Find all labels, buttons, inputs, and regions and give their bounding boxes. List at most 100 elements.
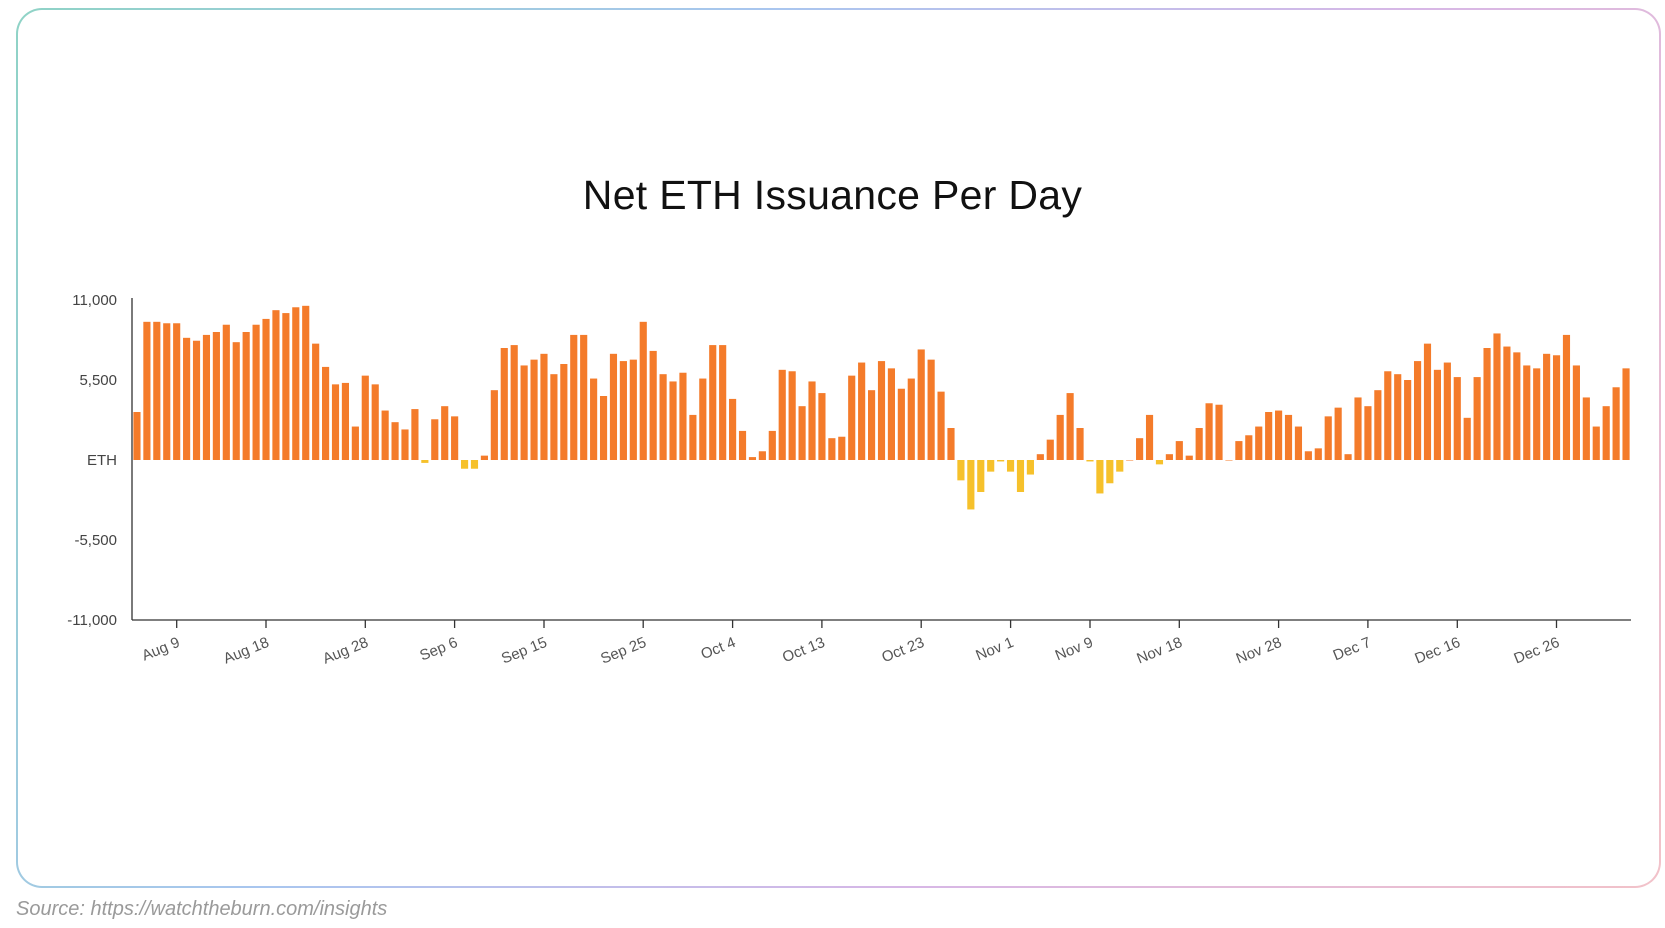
bar: [302, 305, 310, 460]
bar: [222, 324, 230, 460]
bar: [312, 343, 320, 460]
bar: [947, 428, 955, 460]
bar: [957, 460, 965, 481]
bar: [877, 361, 886, 460]
x-tick-label: Aug 18: [221, 634, 271, 668]
bar: [609, 353, 618, 460]
bar: [997, 460, 1005, 462]
bar: [1483, 348, 1491, 460]
x-tick-label: Sep 15: [499, 634, 549, 668]
y-tick-label: ETH: [87, 452, 117, 469]
bar: [153, 321, 161, 460]
bar: [560, 364, 568, 460]
bar: [1036, 454, 1044, 460]
bar: [570, 334, 578, 460]
bar: [1433, 369, 1441, 460]
bar: [1552, 355, 1561, 460]
bar: [202, 334, 211, 460]
bar: [719, 345, 727, 460]
bar: [1384, 371, 1392, 460]
bar: [1106, 460, 1114, 484]
bar: [1533, 368, 1541, 460]
bar: [590, 378, 598, 460]
bar: [550, 374, 558, 460]
bar: [629, 359, 637, 460]
x-tick-label: Aug 28: [320, 634, 370, 668]
bar: [262, 318, 270, 460]
bar: [1304, 451, 1312, 460]
bar: [530, 359, 538, 460]
bar: [679, 372, 687, 460]
bar: [232, 342, 240, 460]
bar: [1126, 460, 1134, 461]
bar: [1334, 407, 1342, 460]
bar: [1354, 397, 1362, 460]
bar: [1275, 410, 1283, 460]
bar: [1423, 343, 1432, 460]
bar: [1215, 404, 1223, 460]
x-tick-label: Nov 1: [973, 634, 1016, 664]
bar: [808, 381, 816, 460]
x-tick-label: Dec 16: [1412, 634, 1462, 668]
x-tick-label: Nov 28: [1234, 634, 1284, 668]
bar: [858, 362, 866, 460]
bar: [183, 337, 191, 460]
bar: [1612, 387, 1620, 460]
bar: [838, 436, 846, 460]
bar: [1006, 460, 1015, 472]
bar: [460, 460, 469, 469]
bar: [1225, 460, 1233, 461]
bar: [1443, 362, 1451, 460]
y-tick-label: -11,000: [67, 612, 117, 629]
bar: [887, 368, 895, 460]
bar: [1602, 406, 1610, 460]
bar: [1572, 365, 1580, 460]
x-tick-label: Oct 13: [780, 634, 827, 666]
bar: [242, 332, 250, 460]
bar: [1056, 414, 1064, 460]
bar: [1473, 377, 1481, 460]
bar: [510, 345, 518, 460]
bar: [1284, 414, 1293, 460]
bar: [272, 310, 280, 460]
bar: [1413, 361, 1422, 460]
bar: [927, 359, 935, 460]
x-tick-label: Dec 7: [1331, 634, 1374, 664]
x-tick-label: Sep 25: [598, 634, 648, 668]
bar: [282, 313, 290, 460]
bar: [421, 460, 429, 463]
bar: [1562, 334, 1571, 460]
bar: [1136, 438, 1144, 460]
bar: [1582, 397, 1590, 460]
bar: [639, 321, 647, 460]
bar: [1314, 448, 1322, 460]
bar: [1344, 454, 1352, 460]
bar: [292, 307, 300, 460]
bar: [490, 390, 498, 460]
bar: [341, 382, 350, 460]
bar: [192, 340, 201, 460]
bar: [1116, 460, 1124, 472]
bar: [441, 406, 449, 460]
bar: [381, 410, 389, 460]
bar: [649, 350, 657, 460]
bar: [1145, 414, 1154, 460]
bar: [1076, 428, 1084, 460]
bar: [143, 321, 151, 460]
bar: [768, 430, 776, 460]
bar: [401, 429, 409, 460]
bar: [212, 332, 220, 460]
bar: [1503, 346, 1511, 460]
bar: [1155, 460, 1164, 465]
bar: [371, 384, 379, 460]
bar: [361, 375, 369, 460]
bar: [758, 451, 766, 460]
bar: [322, 366, 330, 460]
source-caption: Source: https://watchtheburn.com/insight…: [16, 898, 388, 920]
bar: [738, 430, 747, 460]
bar: [689, 414, 697, 460]
bar: [1026, 460, 1034, 475]
bar: [868, 390, 876, 460]
bar: [937, 391, 945, 460]
